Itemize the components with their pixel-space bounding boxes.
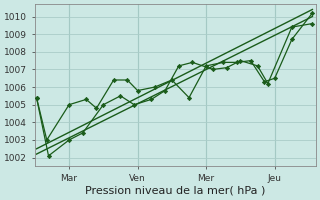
X-axis label: Pression niveau de la mer( hPa ): Pression niveau de la mer( hPa ) (85, 186, 266, 196)
